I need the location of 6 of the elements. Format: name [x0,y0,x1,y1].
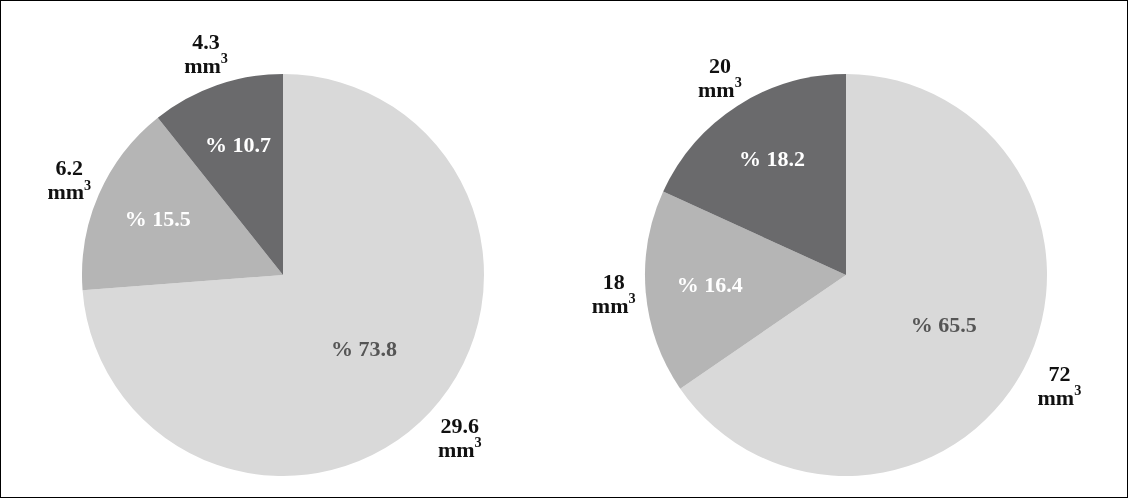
data-label: % 65.5 [910,312,977,338]
data-label: % 10.7 [204,131,271,157]
data-label: % 18.2 [738,145,805,171]
data-label: % 73.8 [330,335,397,361]
data-label: % 16.4 [676,272,743,298]
data-label: % 15.5 [124,206,191,232]
